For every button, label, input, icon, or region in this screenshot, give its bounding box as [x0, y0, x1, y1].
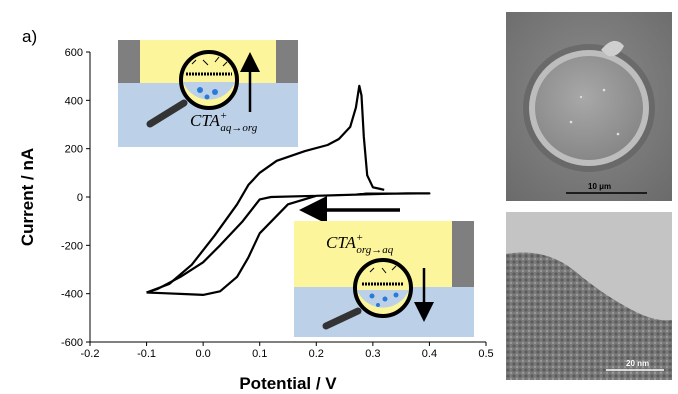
panel-label-a: a) — [22, 27, 38, 46]
tick-group: -0.2 -0.1 0.0 0.1 0.2 0.3 0.4 0.5 -600 -400 -200 0 2… — [61, 47, 494, 360]
x-tick-label: 0.5 — [478, 348, 493, 360]
inset-org-to-aq: CTA+ org→aq — [294, 221, 474, 337]
x-axis-label: Potential / V — [239, 374, 337, 393]
y-tick-label: 0 — [77, 192, 83, 204]
x-tick-label: -0.2 — [81, 348, 100, 360]
x-tick-label: -0.1 — [137, 348, 156, 360]
y-tick-label: 600 — [65, 47, 83, 59]
x-tick-label: 0.3 — [365, 348, 380, 360]
y-tick-label: 400 — [65, 95, 83, 107]
scale-bar-label-c: 20 nm — [626, 359, 650, 368]
sem-micrograph: 10 μm — [506, 12, 672, 201]
inset-label-aq-org: CTA+ aq→org — [190, 110, 258, 134]
series-group — [146, 84, 431, 296]
x-tick-label: 0.4 — [422, 348, 437, 360]
cv-series-line-0 — [146, 192, 431, 296]
y-axis-label: Current / nA — [18, 148, 37, 246]
scale-bar-label-b: 10 μm — [588, 182, 612, 191]
y-tick-label: -200 — [61, 240, 83, 252]
y-tick-label: -600 — [61, 337, 83, 349]
cv-series-line-1 — [146, 84, 385, 294]
x-tick-label: 0.1 — [252, 348, 267, 360]
inset-label-org-aq: CTA+ org→aq — [326, 232, 394, 256]
inset-aq-to-org: CTA+ aq→org — [118, 40, 298, 147]
y-tick-label: 200 — [65, 144, 83, 156]
y-tick-label: -400 — [61, 289, 83, 301]
x-tick-label: 0.2 — [309, 348, 324, 360]
cyclic-voltammogram-chart: -0.2 -0.1 0.0 0.1 0.2 0.3 0.4 0.5 -600 -400 -200 0 2… — [18, 40, 494, 393]
x-tick-label: 0.0 — [195, 348, 210, 360]
tem-micrograph: 20 nm — [506, 212, 672, 380]
